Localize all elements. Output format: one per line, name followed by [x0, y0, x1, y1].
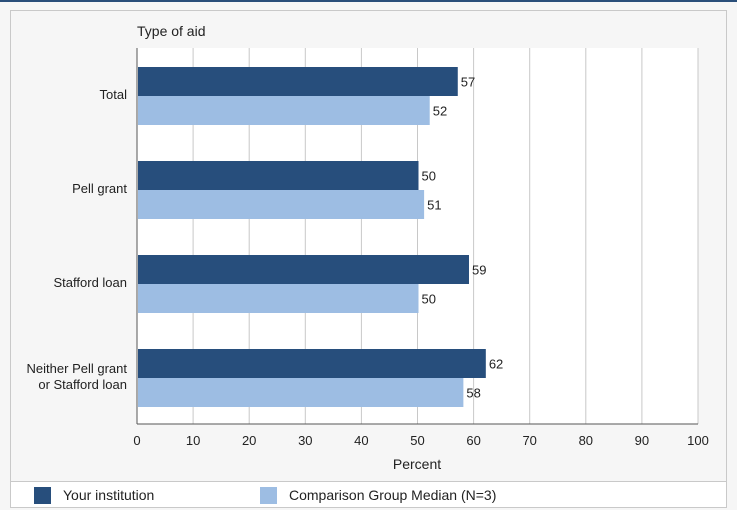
category-label: Total [100, 87, 128, 102]
x-tick-label: 10 [186, 433, 200, 448]
legend-swatch-comparison-group [260, 486, 277, 504]
category-label: Pell grant [72, 181, 127, 196]
data-label: 57 [461, 75, 475, 90]
x-tick-label: 20 [242, 433, 256, 448]
x-tick-label: 50 [410, 433, 424, 448]
legend: Your institution Comparison Group Median… [10, 482, 727, 508]
x-tick-label: 30 [298, 433, 312, 448]
data-label: 52 [433, 104, 447, 119]
legend-swatch-your-institution [34, 486, 51, 504]
x-tick-label: 80 [579, 433, 593, 448]
bar [138, 67, 458, 96]
category-labels: Total Pell grant Stafford loan Neither Pell… [27, 87, 128, 392]
bar [138, 349, 486, 378]
legend-label: Comparison Group Median (N=3) [289, 487, 497, 503]
data-label: 51 [427, 198, 441, 213]
data-label: 59 [472, 263, 486, 278]
legend-item-comparison-group: Comparison Group Median (N=3) [260, 486, 496, 504]
bar [138, 96, 430, 125]
x-tick-label: 0 [133, 433, 140, 448]
category-label: or Stafford loan [38, 377, 127, 392]
x-axis-label: Percent [393, 456, 441, 472]
bar [138, 378, 464, 407]
bar [138, 190, 425, 219]
bar [138, 161, 419, 190]
bars [138, 67, 486, 407]
data-label: 58 [466, 386, 480, 401]
bar-chart: 57 52 50 51 59 50 62 58 Total Pell grant Stafford… [27, 23, 709, 472]
x-tick-label: 70 [522, 433, 536, 448]
x-tick-label: 40 [354, 433, 368, 448]
data-label: 62 [489, 357, 503, 372]
data-label: 50 [422, 169, 436, 184]
category-label: Stafford loan [54, 275, 127, 290]
x-tick-labels: 0 10 20 30 40 50 60 70 80 90 100 [133, 433, 708, 448]
chart-title: Type of aid [137, 23, 206, 39]
x-tick-label: 100 [687, 433, 709, 448]
data-label: 50 [422, 292, 436, 307]
data-labels: 57 52 50 51 59 50 62 58 [422, 75, 504, 401]
bar [138, 284, 419, 313]
legend-item-your-institution: Your institution [34, 486, 154, 504]
category-label: Neither Pell grant [27, 361, 128, 376]
legend-label: Your institution [63, 487, 155, 503]
bar [138, 255, 469, 284]
top-rule [0, 0, 737, 2]
x-tick-label: 90 [635, 433, 649, 448]
x-tick-label: 60 [466, 433, 480, 448]
